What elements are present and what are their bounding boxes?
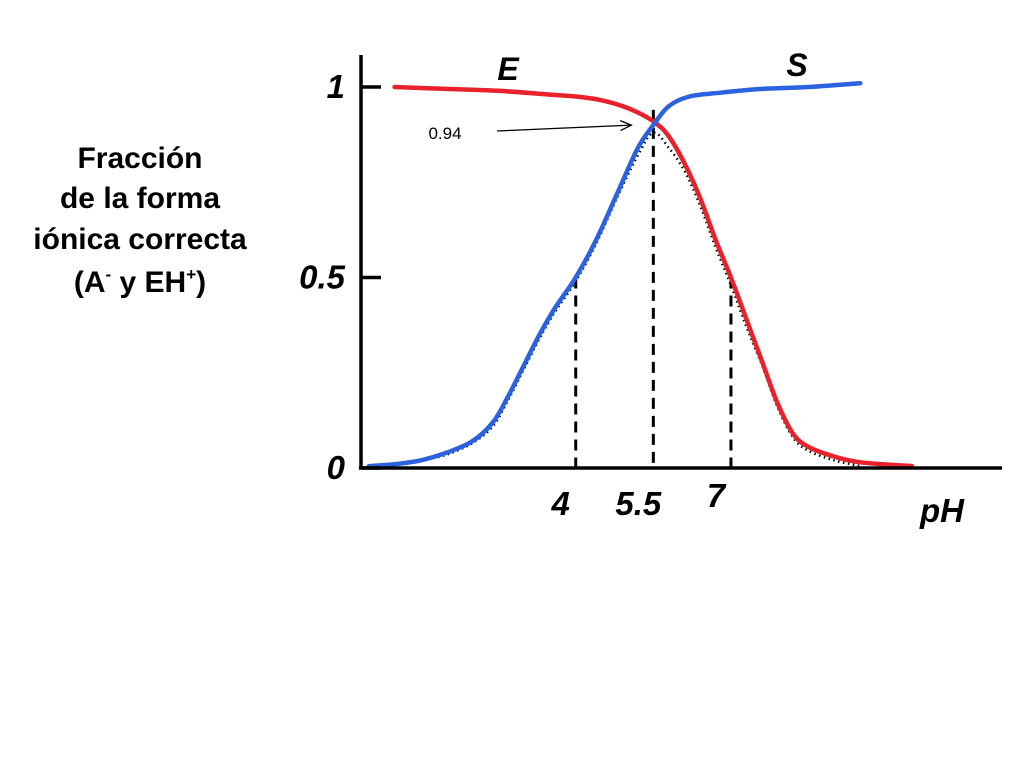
x-tick-label-2: 7 xyxy=(707,477,727,514)
annotation-arrow-head xyxy=(619,119,633,132)
series-label-e: E xyxy=(497,51,520,87)
y-tick-label-0: 0 xyxy=(327,449,346,486)
x-tick-label-1: 5.5 xyxy=(615,485,662,522)
formula-open: (A xyxy=(74,266,106,299)
y-tick-label-2: 1 xyxy=(327,68,345,105)
formula-sup-1: - xyxy=(106,265,112,284)
annotation-arrow-line xyxy=(496,124,632,132)
y-tick-label-1: 0.5 xyxy=(299,259,346,296)
x-axis-title: pH xyxy=(919,492,965,529)
formula-close: ) xyxy=(196,266,206,299)
y-label-line-2: de la forma xyxy=(60,182,220,215)
series-label-s: S xyxy=(786,47,808,83)
formula-sup-2: + xyxy=(186,265,196,284)
series-line-e xyxy=(392,84,915,469)
x-tick-label-0: 4 xyxy=(551,485,570,522)
y-label-formula: (A- y EH+) xyxy=(74,265,206,299)
annotation-label: 0.94 xyxy=(428,124,461,143)
series-line-s xyxy=(366,80,863,469)
series-line-dotted xyxy=(368,131,861,468)
y-axis-label: Fracción de la forma iónica correcta (A-… xyxy=(33,142,247,299)
formula-mid: y EH xyxy=(111,266,186,299)
y-label-line-3: iónica correcta xyxy=(33,223,247,256)
y-label-line-1: Fracción xyxy=(77,142,202,175)
